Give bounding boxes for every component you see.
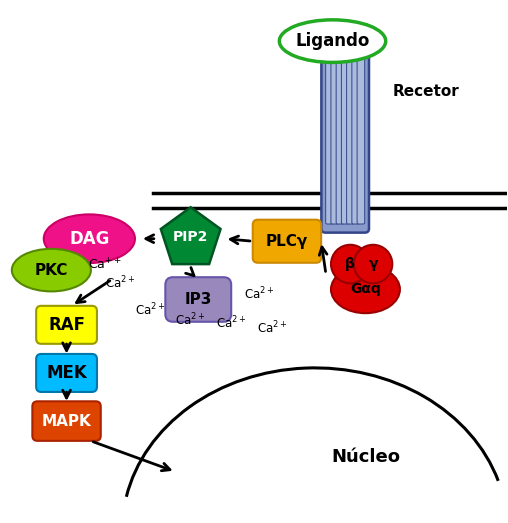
Text: Ligando: Ligando bbox=[295, 32, 370, 50]
Ellipse shape bbox=[44, 214, 135, 263]
Text: Ca$^{2+}$: Ca$^{2+}$ bbox=[135, 301, 165, 318]
Text: DAG: DAG bbox=[69, 230, 110, 248]
Text: Núcleo: Núcleo bbox=[331, 448, 400, 465]
Text: PIP2: PIP2 bbox=[173, 230, 208, 244]
FancyBboxPatch shape bbox=[326, 33, 333, 224]
Text: PLCγ: PLCγ bbox=[266, 234, 308, 249]
Text: MAPK: MAPK bbox=[42, 414, 91, 428]
Text: Ca$^{2+}$: Ca$^{2+}$ bbox=[175, 312, 206, 328]
Ellipse shape bbox=[354, 245, 392, 283]
Text: γ: γ bbox=[368, 257, 378, 271]
FancyBboxPatch shape bbox=[322, 25, 369, 233]
Text: Ca$^{2+}$: Ca$^{2+}$ bbox=[257, 320, 287, 337]
Ellipse shape bbox=[331, 245, 369, 283]
Text: Ca$^{2+}$: Ca$^{2+}$ bbox=[105, 275, 135, 291]
FancyBboxPatch shape bbox=[341, 33, 349, 224]
Text: Gαq: Gαq bbox=[350, 282, 381, 297]
Text: Ca$^{2+}$: Ca$^{2+}$ bbox=[244, 286, 274, 303]
Ellipse shape bbox=[12, 249, 91, 291]
FancyBboxPatch shape bbox=[253, 220, 321, 263]
Text: β: β bbox=[345, 257, 355, 271]
Text: Ca$^{2+}$: Ca$^{2+}$ bbox=[216, 315, 246, 332]
Ellipse shape bbox=[279, 20, 386, 62]
FancyBboxPatch shape bbox=[33, 401, 101, 441]
Text: MEK: MEK bbox=[46, 364, 87, 382]
Text: Recetor: Recetor bbox=[393, 84, 460, 99]
FancyBboxPatch shape bbox=[36, 306, 97, 344]
FancyBboxPatch shape bbox=[331, 33, 338, 224]
Text: Ca$^{++}$: Ca$^{++}$ bbox=[87, 257, 121, 272]
Text: PKC: PKC bbox=[35, 263, 68, 278]
FancyBboxPatch shape bbox=[346, 33, 354, 224]
FancyBboxPatch shape bbox=[352, 33, 360, 224]
Text: RAF: RAF bbox=[48, 316, 85, 334]
Polygon shape bbox=[161, 207, 220, 264]
Ellipse shape bbox=[331, 266, 400, 313]
Text: IP3: IP3 bbox=[184, 292, 212, 307]
FancyBboxPatch shape bbox=[336, 33, 344, 224]
FancyBboxPatch shape bbox=[357, 33, 365, 224]
FancyBboxPatch shape bbox=[36, 354, 97, 392]
FancyBboxPatch shape bbox=[165, 277, 231, 322]
